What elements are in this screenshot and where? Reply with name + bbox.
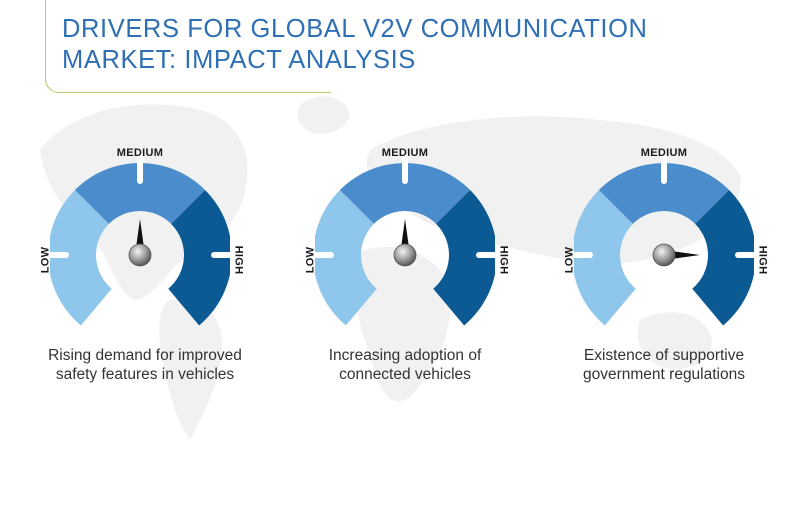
- gauge-segment-low: [315, 189, 377, 326]
- caption-line-1: Increasing adoption of: [328, 347, 482, 364]
- caption-line-2: government regulations: [583, 366, 745, 383]
- gauge-hub: [393, 243, 417, 267]
- gauge-3: MEDIUM LOW HIGH: [563, 140, 800, 340]
- gauge-label-high: HIGH: [497, 245, 510, 275]
- gauge-label-low: LOW: [304, 246, 317, 274]
- gauge-1: MEDIUM LOW HIGH: [39, 140, 290, 340]
- gauge-hub: [652, 243, 676, 267]
- gauge-2: MEDIUM LOW HIGH: [304, 140, 555, 340]
- gauge-segment-high: [168, 189, 230, 326]
- caption-line-2: safety features in vehicles: [55, 366, 235, 383]
- gauge-label-medium: MEDIUM: [116, 147, 164, 159]
- page-title: DRIVERS FOR GLOBAL V2V COMMUNICATION MAR…: [62, 14, 782, 76]
- gauge-label-high: HIGH: [232, 245, 245, 275]
- gauge-dial: [315, 150, 495, 326]
- gauge-segment-low: [574, 189, 636, 326]
- gauge-segment-high: [692, 189, 754, 326]
- gauge-1-caption: Rising demand for improved safety featur…: [15, 346, 275, 384]
- gauge-segment-medium: [598, 163, 730, 224]
- gauge-segment-medium: [339, 163, 471, 224]
- title-line-1: DRIVERS FOR GLOBAL V2V COMMUNICATION: [62, 15, 648, 43]
- caption-line-1: Existence of supportive: [583, 347, 745, 364]
- gauge-segment-medium: [74, 163, 206, 224]
- gauge-label-medium: MEDIUM: [381, 147, 429, 159]
- gauge-3-caption: Existence of supportive government regul…: [534, 346, 794, 384]
- gauge-segment-low: [50, 189, 112, 326]
- gauge-segment-high: [433, 189, 495, 326]
- caption-line-2: connected vehicles: [339, 366, 471, 383]
- gauge-label-low: LOW: [563, 246, 576, 274]
- title-accent-border: [45, 0, 331, 93]
- gauge-dial: [574, 150, 754, 326]
- caption-line-1: Rising demand for improved: [48, 347, 242, 364]
- gauge-hub: [128, 243, 152, 267]
- gauge-label-high: HIGH: [756, 245, 769, 275]
- title-line-2: MARKET: IMPACT ANALYSIS: [62, 46, 416, 74]
- gauge-label-medium: MEDIUM: [640, 147, 688, 159]
- gauge-dial: [50, 150, 230, 326]
- gauge-2-caption: Increasing adoption of connected vehicle…: [275, 346, 535, 384]
- gauge-label-low: LOW: [39, 246, 52, 274]
